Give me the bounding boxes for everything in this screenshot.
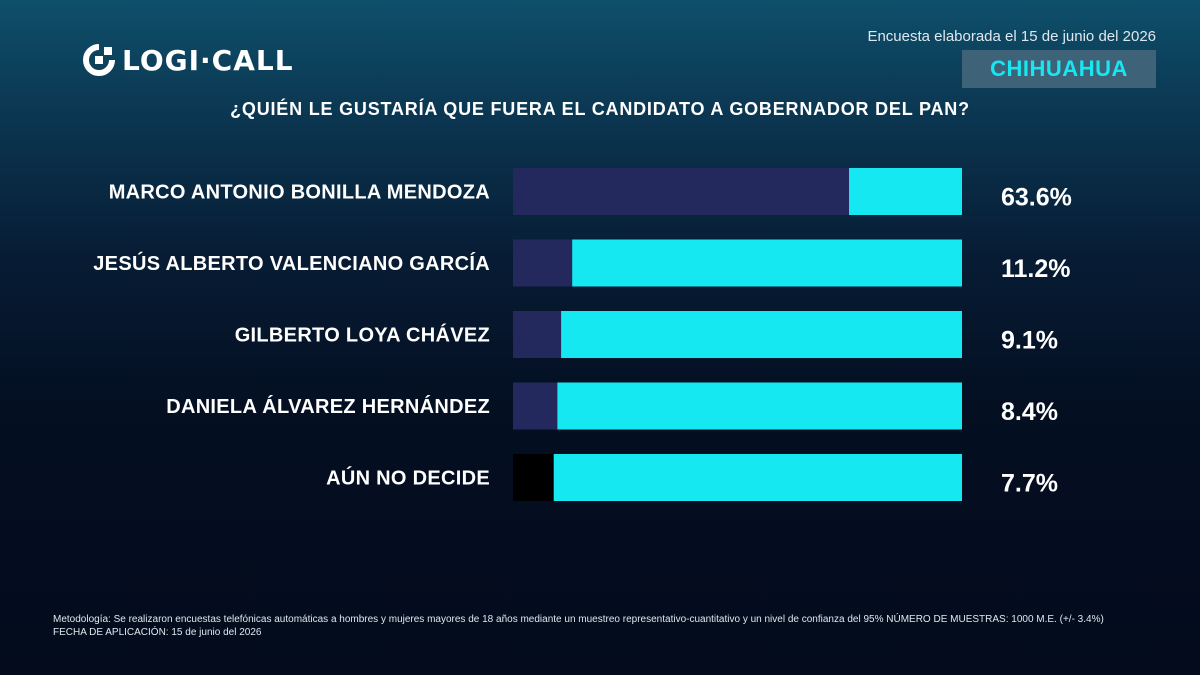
value-label: 11.2% bbox=[1001, 255, 1071, 283]
brand-name: LOGI·CALL bbox=[122, 43, 294, 77]
application-date: FECHA DE APLICACIÓN: 15 de junio del 202… bbox=[53, 627, 262, 638]
value-label: 8.4% bbox=[1001, 398, 1058, 426]
methodology-text: Metodología: Se realizaron encuestas tel… bbox=[53, 614, 1104, 625]
category-label: GILBERTO LOYA CHÁVEZ bbox=[235, 324, 490, 347]
category-label: JESÚS ALBERTO VALENCIANO GARCÍA bbox=[93, 251, 490, 275]
bar bbox=[513, 239, 573, 287]
bar-track bbox=[513, 382, 962, 430]
brand-logo: LOGI·CALL bbox=[82, 40, 294, 80]
survey-date: Encuesta elaborada el 15 de junio del 20… bbox=[867, 28, 1156, 45]
category-label: AÚN NO DECIDE bbox=[326, 466, 490, 490]
category-label: MARCO ANTONIO BONILLA MENDOZA bbox=[109, 182, 490, 204]
category-label: DANIELA ÁLVAREZ HERNÁNDEZ bbox=[166, 395, 490, 418]
value-label: 9.1% bbox=[1001, 327, 1058, 355]
bar-track bbox=[513, 454, 962, 501]
value-label: 7.7% bbox=[1001, 470, 1058, 498]
bar bbox=[513, 382, 558, 430]
bar bbox=[513, 454, 554, 501]
bar bbox=[513, 311, 562, 358]
bar bbox=[513, 168, 849, 215]
state-badge: CHIHUAHUA bbox=[962, 50, 1156, 88]
value-label: 63.6% bbox=[1001, 184, 1072, 212]
methodology-note: Metodología: Se realizaron encuestas tel… bbox=[53, 613, 1163, 639]
bar-track bbox=[513, 239, 962, 287]
logo-icon bbox=[83, 44, 115, 76]
bar-track bbox=[513, 311, 962, 358]
chart-question-title: ¿QUIÉN LE GUSTARÍA QUE FUERA EL CANDIDAT… bbox=[230, 99, 970, 119]
